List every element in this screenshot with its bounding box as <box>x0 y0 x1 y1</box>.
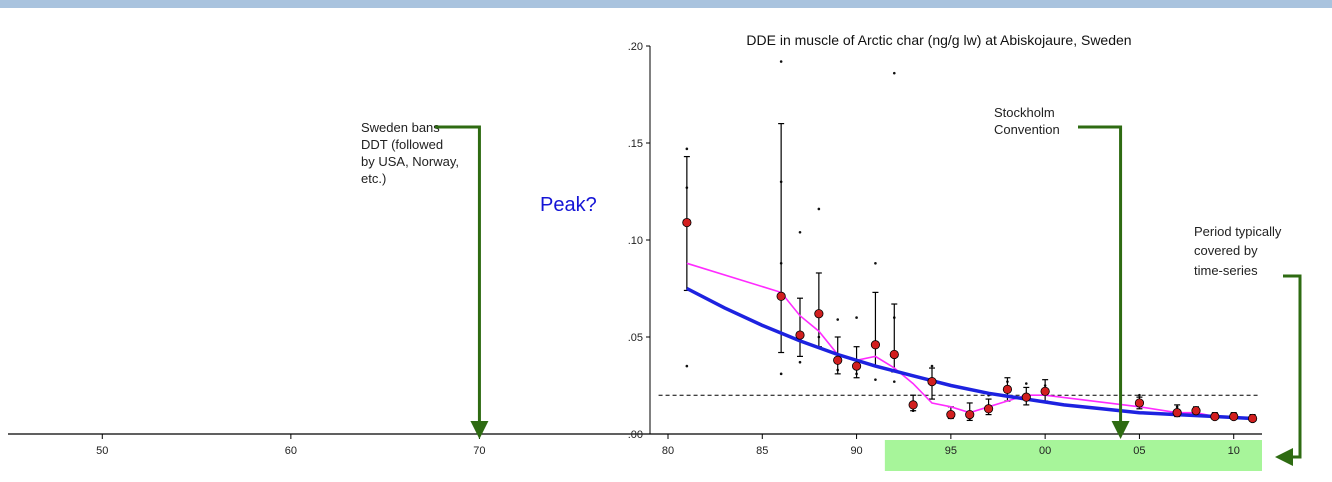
y-tick-label: .20 <box>628 41 643 53</box>
x-tick-label: 90 <box>850 445 862 457</box>
period-annotation: Period typically covered by time-series <box>1194 224 1302 466</box>
error-bars <box>683 122 1256 422</box>
stockholm-line-2: Convention <box>994 122 1060 137</box>
mean-point <box>1021 392 1031 402</box>
mean-point <box>1210 411 1220 422</box>
period-line-3: time-series <box>1194 263 1258 278</box>
y-tick-label: .10 <box>628 235 643 247</box>
sweden-ban-annotation: Sweden bans DDT (followed by USA, Norway… <box>361 120 489 439</box>
mean-point <box>1191 406 1201 416</box>
individual-points <box>685 60 1198 420</box>
individual-point <box>685 147 689 151</box>
y-tick-label: .00 <box>628 429 643 441</box>
mean-point <box>814 309 824 319</box>
mean-point <box>851 361 862 371</box>
individual-point <box>798 230 802 234</box>
period-line-1: Period typically <box>1194 224 1282 239</box>
period-arrow <box>1275 274 1302 466</box>
x-tick-label: 60 <box>285 445 297 457</box>
individual-point <box>930 364 934 368</box>
chart-title: DDE in muscle of Arctic char (ng/g lw) a… <box>746 32 1131 48</box>
stockholm-line-1: Stockholm <box>994 105 1055 120</box>
mean-point <box>1172 408 1182 418</box>
axis-ticks: 50 60 70 80 85 90 95 00 05 10 .00 .05 .10 .15 .20 <box>96 41 1240 457</box>
mean-point <box>927 377 937 387</box>
x-tick-label: 85 <box>756 445 768 457</box>
top-band <box>0 0 1332 8</box>
mean-point <box>1002 384 1013 394</box>
sweden-ban-arrow <box>435 125 489 439</box>
mean-point <box>1134 398 1145 408</box>
mean-point <box>946 409 956 420</box>
y-tick-label: .05 <box>628 332 643 344</box>
individual-point <box>855 316 858 319</box>
individual-point <box>892 380 896 383</box>
period-highlight <box>884 440 1262 471</box>
x-tick-label: 10 <box>1228 445 1240 457</box>
period-line-2: covered by <box>1194 243 1258 258</box>
mean-point <box>908 400 918 410</box>
mean-point <box>682 217 692 228</box>
mean-point <box>1229 411 1239 422</box>
individual-point <box>892 71 896 75</box>
mean-points <box>682 217 1258 424</box>
individual-point <box>817 207 821 211</box>
mean-point <box>795 330 805 340</box>
mean-point <box>1040 386 1050 396</box>
y-tick-label: .15 <box>628 138 643 150</box>
x-tick-label: 05 <box>1133 445 1145 457</box>
individual-point <box>779 60 783 63</box>
mean-point <box>870 340 881 350</box>
individual-point <box>874 378 877 381</box>
mean-point <box>776 291 786 301</box>
sweden-ban-line-2: DDT (followed <box>361 137 443 152</box>
individual-point <box>685 364 689 368</box>
x-tick-label: 80 <box>662 445 674 457</box>
individual-point <box>798 360 802 364</box>
peak-label: Peak? <box>540 194 597 216</box>
x-tick-label: 00 <box>1039 445 1051 457</box>
x-tick-label: 70 <box>473 445 485 457</box>
x-tick-label: 50 <box>96 445 108 457</box>
sweden-ban-line-4: etc.) <box>361 171 386 186</box>
sweden-ban-line-1: Sweden bans <box>361 120 440 135</box>
trend-line <box>686 286 1253 421</box>
individual-point <box>1024 382 1028 385</box>
individual-point <box>836 318 840 321</box>
mean-point <box>833 355 843 365</box>
mean-point <box>983 404 994 414</box>
smoother-line <box>686 262 1253 420</box>
stockholm-annotation: Stockholm Convention <box>994 105 1130 439</box>
stockholm-arrow <box>1078 125 1130 439</box>
individual-point <box>1138 393 1141 397</box>
mean-point <box>1247 413 1258 424</box>
mean-point <box>965 409 975 420</box>
sweden-ban-line-3: by USA, Norway, <box>361 154 459 169</box>
individual-point <box>874 261 877 265</box>
individual-point <box>779 372 783 376</box>
x-tick-label: 95 <box>945 445 957 457</box>
mean-point <box>889 349 899 360</box>
